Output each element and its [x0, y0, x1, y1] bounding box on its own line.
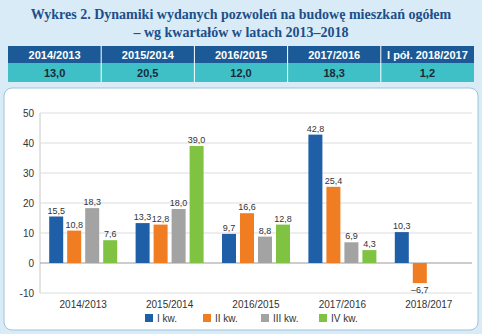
table-header-cell: 2017/2016	[308, 49, 360, 61]
table-divider	[194, 46, 195, 82]
x-tick-label: 2015/2014	[146, 299, 194, 310]
data-label: 13,3	[134, 212, 152, 222]
legend-swatch	[319, 314, 327, 322]
x-tick-label: 2017/2016	[319, 299, 367, 310]
y-tick-label: -10	[20, 288, 35, 299]
data-label: 12,8	[152, 214, 170, 224]
data-label: 10,8	[65, 220, 83, 230]
bars	[49, 135, 427, 284]
y-tick-label: 10	[23, 228, 35, 239]
data-label: 39,0	[188, 135, 206, 145]
table-header-cell: 2016/2015	[215, 49, 267, 61]
data-label: 18,0	[170, 198, 188, 208]
bar	[276, 225, 290, 263]
y-tick-label: 40	[23, 138, 35, 149]
grid-line	[40, 173, 472, 174]
data-label: 4,3	[363, 239, 376, 249]
bar	[344, 242, 358, 263]
bar	[85, 208, 99, 263]
legend: I kw. II kw. III kw. IV kw.	[145, 313, 358, 324]
bar	[67, 231, 81, 263]
chart-panel	[4, 88, 478, 330]
table-cell: 20,5	[137, 67, 158, 79]
data-label: 15,5	[47, 206, 65, 216]
legend-label: III kw.	[273, 313, 299, 324]
bar	[258, 237, 272, 263]
table-divider	[287, 46, 288, 82]
x-tick-label: 2016/2015	[232, 299, 280, 310]
title: Wykres 2. Dynamiki wydanych pozwoleń na …	[31, 7, 452, 22]
bar	[154, 225, 168, 263]
data-label: 16,6	[238, 202, 256, 212]
table-divider	[380, 46, 381, 82]
legend-swatch	[261, 314, 269, 322]
bar	[103, 240, 117, 263]
table-divider	[101, 46, 102, 82]
table-header-cell: I pół. 2018/2017	[387, 49, 468, 61]
data-label: 7,6	[104, 229, 117, 239]
data-label: 42,8	[307, 124, 325, 134]
data-label: 18,3	[83, 197, 101, 207]
grid-line	[40, 203, 472, 204]
bar	[172, 209, 186, 263]
table-cell: 13,0	[44, 67, 65, 79]
legend-swatch	[203, 314, 211, 322]
bar	[222, 234, 236, 263]
table-cell: 1,2	[420, 67, 435, 79]
table-cell: 12,0	[230, 67, 251, 79]
table-header-cell: 2015/2014	[122, 49, 175, 61]
table-cell: 18,3	[323, 67, 344, 79]
y-tick-label: 30	[23, 168, 35, 179]
data-label: 12,8	[274, 214, 292, 224]
table-header-cell: 2014/2013	[29, 49, 81, 61]
bar	[240, 213, 254, 263]
grid-line	[40, 293, 472, 294]
y-tick-label: 50	[23, 108, 35, 119]
data-label: 10,3	[393, 221, 411, 231]
x-tick-label: 2014/2013	[60, 299, 108, 310]
grid-line	[40, 143, 472, 144]
legend-label: IV kw.	[331, 313, 358, 324]
y-tick-label: 0	[28, 258, 34, 269]
grid-line	[40, 113, 472, 114]
legend-swatch	[145, 314, 153, 322]
y-tick-label: 20	[23, 198, 35, 209]
table-header-bg	[8, 46, 474, 63]
data-label: 6,9	[345, 231, 358, 241]
data-label: 25,4	[325, 176, 343, 186]
bar	[362, 250, 376, 263]
bar	[326, 187, 340, 263]
subtitle: – wg kwartałów w latach 2013–2018	[132, 25, 348, 40]
table-row-bg	[8, 63, 474, 82]
data-label: –6,7	[411, 285, 429, 295]
bar	[395, 232, 409, 263]
data-label: 9,7	[223, 223, 236, 233]
data-labels: 15,510,818,37,613,312,818,039,09,716,68,…	[47, 124, 428, 296]
bar	[49, 217, 63, 264]
x-tick-label: 2018/2017	[405, 299, 453, 310]
bar	[136, 223, 150, 263]
figure: Wykres 2. Dynamiki wydanych pozwoleń na …	[0, 0, 482, 334]
legend-label: II kw.	[215, 313, 238, 324]
legend-label: I kw.	[157, 313, 177, 324]
bar	[413, 263, 427, 283]
data-label: 8,8	[259, 226, 272, 236]
bar	[308, 135, 322, 263]
bar	[190, 146, 204, 263]
